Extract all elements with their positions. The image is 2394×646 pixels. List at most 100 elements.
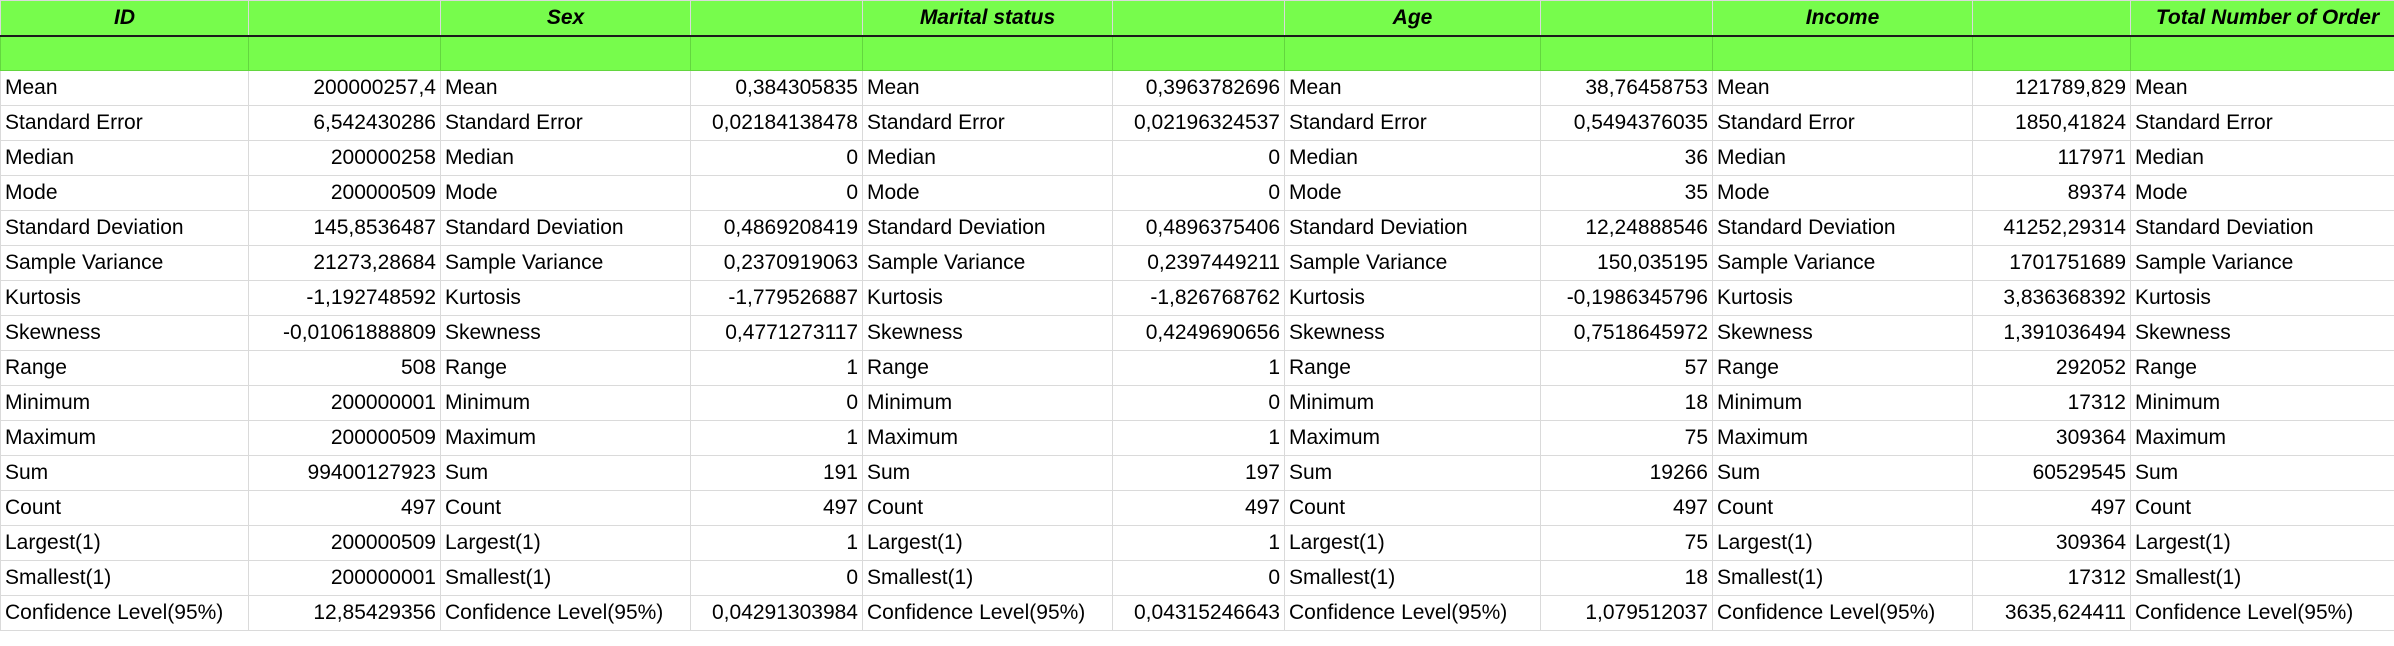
header-cell[interactable]: Income	[1712, 0, 1973, 37]
stat-label-cell[interactable]: Largest(1)	[1284, 525, 1541, 562]
stat-value-cell[interactable]: 497	[248, 490, 441, 527]
stat-value-cell[interactable]: 75	[1540, 420, 1713, 457]
stat-label-cell[interactable]: Sum	[2130, 455, 2394, 492]
stat-label-cell[interactable]: Largest(1)	[0, 525, 249, 562]
stat-label-cell[interactable]: Smallest(1)	[440, 560, 691, 597]
stat-label-cell[interactable]: Confidence Level(95%)	[862, 595, 1113, 632]
stat-value-cell[interactable]: 200000509	[248, 175, 441, 212]
stat-label-cell[interactable]: Skewness	[440, 315, 691, 352]
stat-value-cell[interactable]: 508	[248, 350, 441, 387]
stat-value-cell[interactable]: 89374	[1972, 175, 2131, 212]
stat-value-cell[interactable]: 309364	[1972, 420, 2131, 457]
stat-value-cell[interactable]: 0	[1112, 560, 1285, 597]
header-empty-cell[interactable]	[1540, 0, 1713, 37]
stat-value-cell[interactable]: 6,542430286	[248, 105, 441, 142]
stat-value-cell[interactable]: 117971	[1972, 140, 2131, 177]
stat-value-cell[interactable]: 1850,41824	[1972, 105, 2131, 142]
stat-value-cell[interactable]: 41252,29314	[1972, 210, 2131, 247]
stat-label-cell[interactable]: Sample Variance	[1712, 245, 1973, 282]
stat-value-cell[interactable]: 0,2397449211	[1112, 245, 1285, 282]
stat-value-cell[interactable]: 17312	[1972, 385, 2131, 422]
stat-value-cell[interactable]: -1,192748592	[248, 280, 441, 317]
stat-value-cell[interactable]: 200000258	[248, 140, 441, 177]
stat-label-cell[interactable]: Count	[440, 490, 691, 527]
stat-label-cell[interactable]: Mode	[2130, 175, 2394, 212]
stat-value-cell[interactable]: 12,85429356	[248, 595, 441, 632]
stat-value-cell[interactable]: 497	[690, 490, 863, 527]
stat-value-cell[interactable]: 1	[690, 420, 863, 457]
stat-label-cell[interactable]: Sum	[440, 455, 691, 492]
stat-value-cell[interactable]: -1,826768762	[1112, 280, 1285, 317]
stat-value-cell[interactable]: 12,24888546	[1540, 210, 1713, 247]
stat-label-cell[interactable]: Range	[862, 350, 1113, 387]
stat-label-cell[interactable]: Maximum	[0, 420, 249, 457]
stat-label-cell[interactable]: Minimum	[1712, 385, 1973, 422]
stat-value-cell[interactable]: 60529545	[1972, 455, 2131, 492]
stat-label-cell[interactable]: Skewness	[0, 315, 249, 352]
stat-label-cell[interactable]: Count	[2130, 490, 2394, 527]
header-cell[interactable]: ID	[0, 0, 249, 37]
header-cell[interactable]: Sex	[440, 0, 691, 37]
stat-value-cell[interactable]: 36	[1540, 140, 1713, 177]
empty-cell[interactable]	[1112, 35, 1285, 72]
stat-value-cell[interactable]: 0,02184138478	[690, 105, 863, 142]
empty-cell[interactable]	[690, 35, 863, 72]
header-cell[interactable]: Marital status	[862, 0, 1113, 37]
stat-label-cell[interactable]: Maximum	[862, 420, 1113, 457]
stat-value-cell[interactable]: 0,4771273117	[690, 315, 863, 352]
stat-value-cell[interactable]: 200000509	[248, 525, 441, 562]
stat-value-cell[interactable]: 191	[690, 455, 863, 492]
stat-value-cell[interactable]: 17312	[1972, 560, 2131, 597]
stat-value-cell[interactable]: -1,779526887	[690, 280, 863, 317]
stat-label-cell[interactable]: Standard Error	[1284, 105, 1541, 142]
stat-label-cell[interactable]: Median	[1284, 140, 1541, 177]
stat-value-cell[interactable]: 1	[1112, 420, 1285, 457]
stat-value-cell[interactable]: 75	[1540, 525, 1713, 562]
empty-cell[interactable]	[1712, 35, 1973, 72]
header-cell[interactable]: Total Number of Order	[2130, 0, 2394, 37]
empty-cell[interactable]	[1540, 35, 1713, 72]
stat-label-cell[interactable]: Minimum	[862, 385, 1113, 422]
stat-label-cell[interactable]: Sample Variance	[440, 245, 691, 282]
stat-label-cell[interactable]: Sum	[1284, 455, 1541, 492]
stat-label-cell[interactable]: Standard Deviation	[862, 210, 1113, 247]
stat-label-cell[interactable]: Confidence Level(95%)	[440, 595, 691, 632]
stat-label-cell[interactable]: Range	[1712, 350, 1973, 387]
header-empty-cell[interactable]	[248, 0, 441, 37]
stat-value-cell[interactable]: 18	[1540, 560, 1713, 597]
stat-value-cell[interactable]: 1	[690, 350, 863, 387]
stat-label-cell[interactable]: Minimum	[440, 385, 691, 422]
stat-label-cell[interactable]: Mode	[862, 175, 1113, 212]
stat-value-cell[interactable]: 0	[1112, 175, 1285, 212]
stat-label-cell[interactable]: Standard Error	[0, 105, 249, 142]
stat-label-cell[interactable]: Sample Variance	[862, 245, 1113, 282]
stat-value-cell[interactable]: 0,4869208419	[690, 210, 863, 247]
stat-label-cell[interactable]: Median	[862, 140, 1113, 177]
stat-label-cell[interactable]: Standard Error	[1712, 105, 1973, 142]
empty-cell[interactable]	[440, 35, 691, 72]
stat-label-cell[interactable]: Largest(1)	[2130, 525, 2394, 562]
stat-label-cell[interactable]: Smallest(1)	[1712, 560, 1973, 597]
stat-label-cell[interactable]: Mean	[2130, 70, 2394, 107]
stat-label-cell[interactable]: Smallest(1)	[862, 560, 1113, 597]
stat-label-cell[interactable]: Minimum	[2130, 385, 2394, 422]
stat-value-cell[interactable]: 3,836368392	[1972, 280, 2131, 317]
stat-label-cell[interactable]: Count	[1284, 490, 1541, 527]
stat-label-cell[interactable]: Standard Error	[2130, 105, 2394, 142]
stat-label-cell[interactable]: Maximum	[1284, 420, 1541, 457]
stat-label-cell[interactable]: Median	[0, 140, 249, 177]
stat-value-cell[interactable]: 18	[1540, 385, 1713, 422]
header-empty-cell[interactable]	[1112, 0, 1285, 37]
stat-value-cell[interactable]: 0	[690, 385, 863, 422]
stat-value-cell[interactable]: 497	[1540, 490, 1713, 527]
stat-label-cell[interactable]: Maximum	[2130, 420, 2394, 457]
stat-value-cell[interactable]: 19266	[1540, 455, 1713, 492]
stat-value-cell[interactable]: 200000001	[248, 385, 441, 422]
stat-value-cell[interactable]: 200000001	[248, 560, 441, 597]
stat-label-cell[interactable]: Count	[862, 490, 1113, 527]
stat-label-cell[interactable]: Standard Deviation	[0, 210, 249, 247]
stat-label-cell[interactable]: Count	[1712, 490, 1973, 527]
stat-label-cell[interactable]: Sum	[1712, 455, 1973, 492]
stat-value-cell[interactable]: 1701751689	[1972, 245, 2131, 282]
stat-value-cell[interactable]: 21273,28684	[248, 245, 441, 282]
